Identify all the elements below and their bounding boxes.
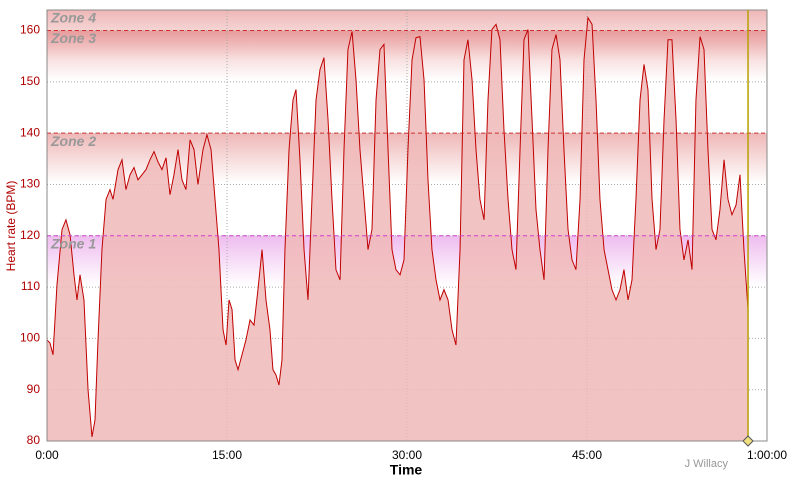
y-tick-label: 110 [21,279,40,293]
y-tick-label: 140 [20,125,40,139]
x-tick-label: 30:00 [392,448,422,462]
y-tick-label: 80 [27,433,41,447]
y-tick-label: 90 [27,382,41,396]
x-tick-label: 15:00 [212,448,242,462]
zone-label: Zone 2 [50,133,96,149]
y-tick-label: 120 [20,228,40,242]
x-tick-label: 0:00 [35,448,59,462]
x-tick-label: 45:00 [572,448,602,462]
zone-label: Zone 1 [50,235,96,251]
heart-rate-line [46,16,749,437]
x-tick-label: 1:00:00 [747,448,787,462]
area-fill [47,17,749,441]
plot-border [46,9,768,442]
zone-label: Zone 4 [50,10,96,26]
credit: J Willacy [685,458,729,470]
x-axis-label: Time [390,462,423,478]
zone-label: Zone 3 [50,30,96,46]
y-tick-label: 130 [20,177,40,191]
cursor-marker [742,435,754,447]
y-tick-label: 100 [20,331,40,345]
y-axis-label: Heart rate (BPM) [4,181,18,272]
y-tick-label: 160 [20,23,40,37]
y-tick-label: 150 [20,74,40,88]
